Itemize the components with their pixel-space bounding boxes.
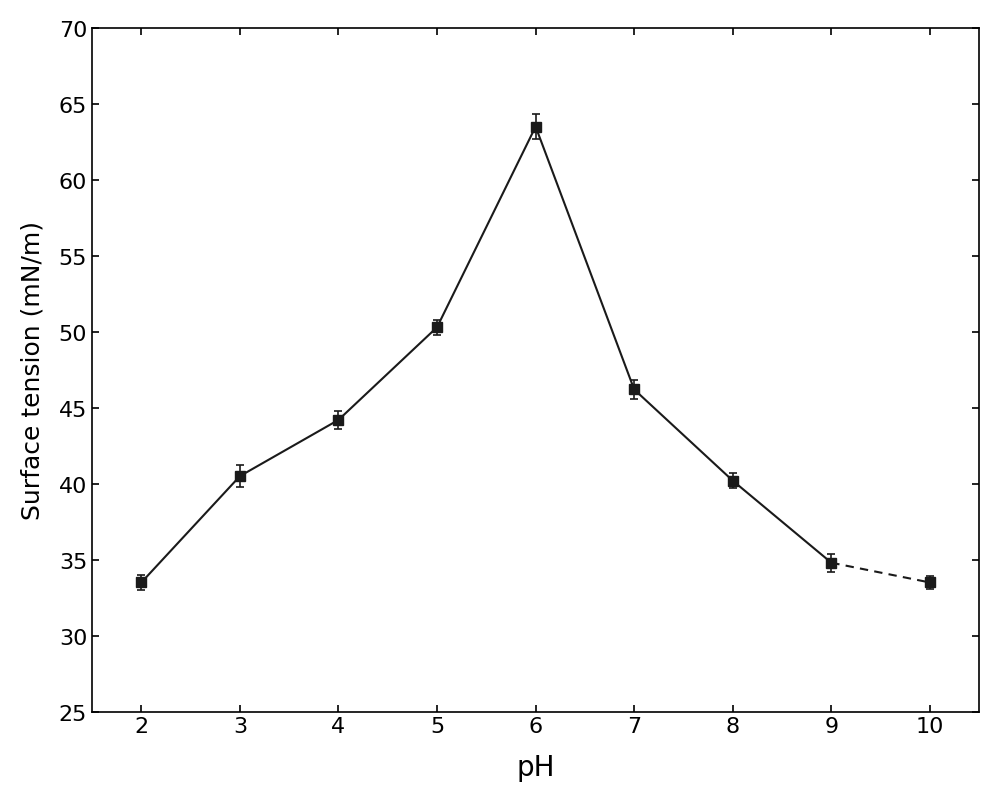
X-axis label: pH: pH bbox=[516, 753, 555, 781]
Y-axis label: Surface tension (mN/m): Surface tension (mN/m) bbox=[21, 221, 45, 520]
